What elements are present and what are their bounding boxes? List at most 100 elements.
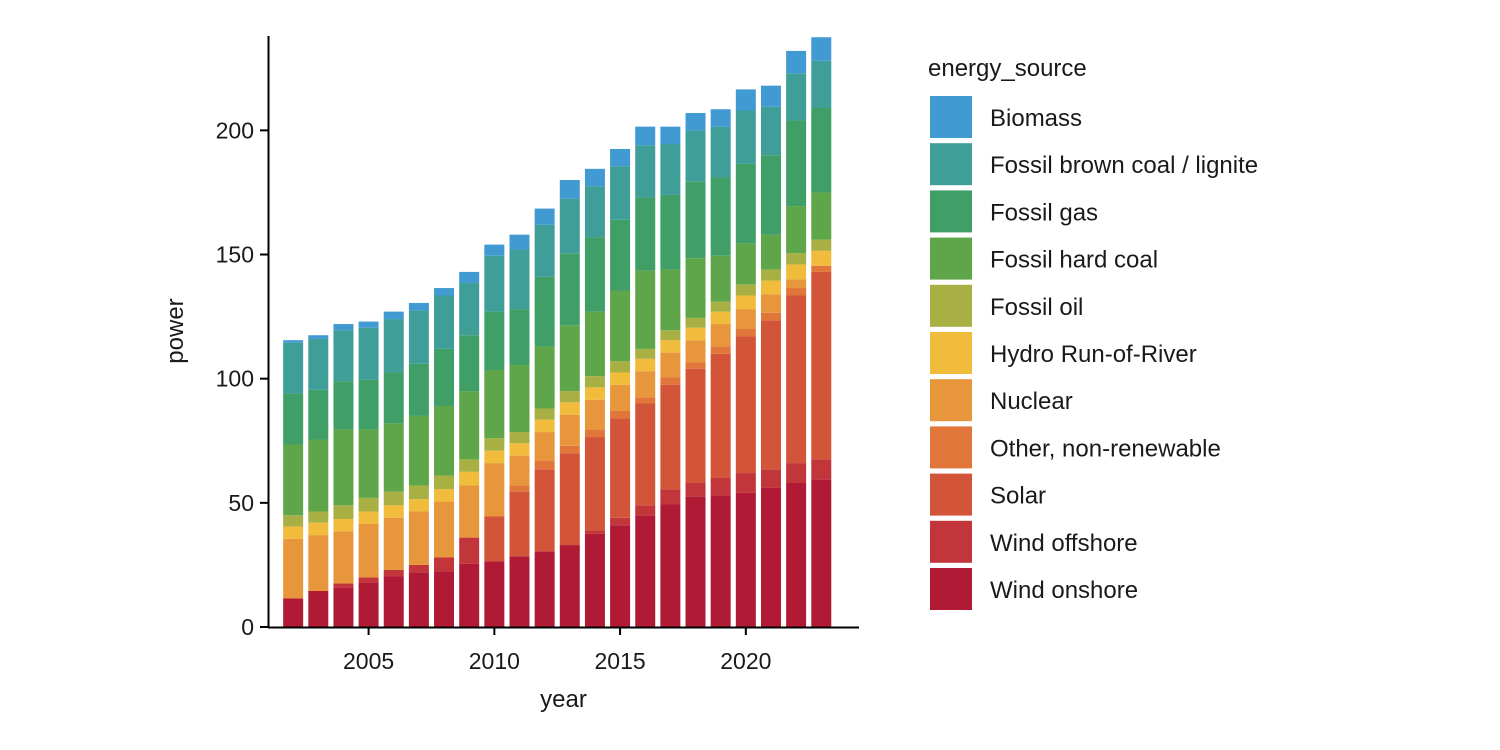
- bar-segment: [685, 340, 706, 363]
- bar-segment: [584, 237, 605, 312]
- legend-swatch: [930, 237, 972, 280]
- bar-segment: [710, 177, 731, 256]
- bar-segment: [408, 302, 429, 311]
- legend-swatch: [930, 284, 972, 327]
- bar-segment: [534, 551, 555, 627]
- bar-segment: [308, 511, 329, 523]
- bar-segment: [333, 324, 354, 331]
- bar-segment: [509, 234, 530, 250]
- bar-segment: [635, 145, 656, 198]
- bar-segment: [408, 572, 429, 627]
- bar-segment: [811, 239, 832, 251]
- bar-segment: [710, 478, 731, 496]
- bar-segment: [584, 387, 605, 400]
- bar-segment: [660, 126, 681, 145]
- bar-segment: [811, 479, 832, 627]
- bar-segment: [534, 346, 555, 409]
- bar-segment: [760, 487, 781, 627]
- bar-segment: [760, 294, 781, 313]
- bar-segment: [786, 482, 807, 627]
- y-axis-title: power: [162, 298, 189, 363]
- bar-segment: [735, 336, 756, 474]
- bar-segment: [534, 276, 555, 347]
- legend-title: energy_source: [928, 55, 1087, 82]
- legend-label: Nuclear: [990, 388, 1073, 415]
- bar-segment: [559, 391, 580, 403]
- bar-segment: [710, 255, 731, 302]
- bar-segment: [333, 330, 354, 382]
- legend-swatch: [930, 568, 972, 610]
- bar-segment: [811, 459, 832, 480]
- bar-segment: [635, 397, 656, 404]
- bar-segment: [660, 377, 681, 385]
- bar-segment: [434, 489, 455, 502]
- bar-segment: [358, 379, 379, 430]
- bar-segment: [283, 340, 304, 343]
- bar-segment: [383, 569, 404, 577]
- bar-segment: [408, 485, 429, 500]
- bars-layer: [283, 37, 832, 627]
- bar-segment: [408, 499, 429, 512]
- bar-segment: [509, 365, 530, 433]
- bar-segment: [308, 389, 329, 440]
- bar-segment: [509, 249, 530, 310]
- bar-segment: [484, 463, 505, 517]
- bar-segment: [559, 253, 580, 326]
- bar-segment: [484, 438, 505, 451]
- bar-segment: [408, 511, 429, 565]
- legend-swatch: [930, 332, 972, 374]
- bar-segment: [685, 258, 706, 318]
- bar-segment: [383, 319, 404, 373]
- bar-segment: [509, 309, 530, 366]
- bar-segment: [584, 533, 605, 627]
- bar-segment: [786, 279, 807, 289]
- bar-segment: [509, 491, 530, 557]
- bar-segment: [559, 402, 580, 415]
- bar-segment: [786, 288, 807, 296]
- bar-segment: [685, 327, 706, 341]
- bar-segment: [408, 363, 429, 416]
- y-tick-label: 0: [241, 614, 254, 640]
- bar-segment: [383, 491, 404, 506]
- bar-segment: [811, 192, 832, 240]
- bar-segment: [685, 368, 706, 483]
- x-tick-label: 2005: [343, 648, 394, 674]
- y-tick-label: 100: [216, 366, 254, 392]
- bar-segment: [635, 358, 656, 372]
- x-tick-label: 2010: [469, 648, 520, 674]
- legend-swatch: [930, 379, 972, 422]
- bar-segment: [811, 250, 832, 266]
- bar-segment: [308, 338, 329, 390]
- bar-segment: [358, 321, 379, 328]
- legend-swatch: [930, 190, 972, 233]
- bar-segment: [635, 270, 656, 349]
- bar-segment: [584, 429, 605, 438]
- bar-segment: [283, 526, 304, 539]
- bar-segment: [509, 556, 530, 627]
- bar-segment: [308, 535, 329, 591]
- bar-segment: [584, 376, 605, 388]
- bar-segment: [434, 501, 455, 558]
- legend-label: Biomass: [990, 105, 1082, 132]
- bar-segment: [760, 234, 781, 270]
- bar-segment: [459, 391, 480, 460]
- bar-segment: [358, 582, 379, 627]
- bar-segment: [735, 492, 756, 627]
- bar-segment: [610, 372, 631, 385]
- bar-segment: [459, 471, 480, 486]
- bar-segment: [358, 511, 379, 524]
- bar-segment: [710, 324, 731, 347]
- bar-segment: [710, 495, 731, 627]
- bar-segment: [383, 505, 404, 518]
- legend-label: Fossil gas: [990, 199, 1098, 226]
- x-axis-ticks: 2005 2010 2015 2020: [343, 627, 771, 674]
- bar-segment: [685, 362, 706, 369]
- bar-segment: [760, 469, 781, 488]
- bar-segment: [534, 224, 555, 277]
- bar-segment: [786, 463, 807, 483]
- bar-segment: [735, 295, 756, 310]
- bar-segment: [459, 537, 480, 564]
- bar-segment: [308, 522, 329, 536]
- bar-segment: [735, 329, 756, 337]
